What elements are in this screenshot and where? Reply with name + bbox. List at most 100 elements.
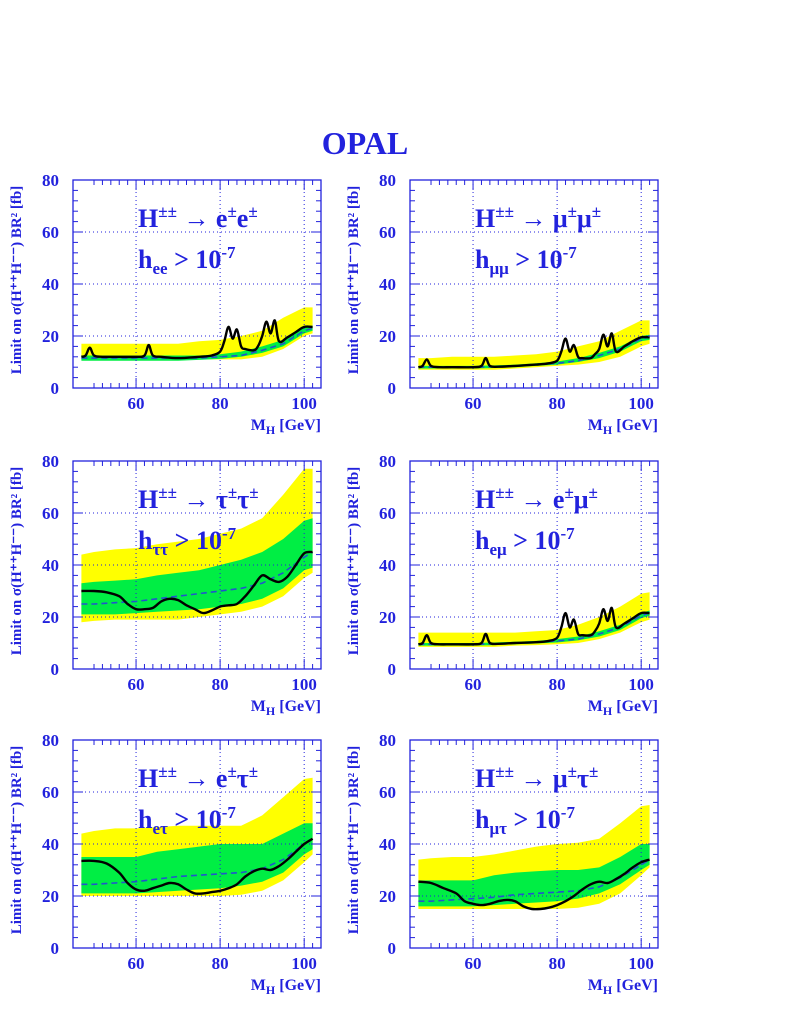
y-tick-label: 20 — [379, 608, 396, 627]
y-tick-label: 80 — [42, 731, 59, 750]
coupling-label: hμτ > 10-7 — [475, 803, 575, 838]
band-1sigma — [418, 610, 650, 646]
observed-limit-line — [418, 332, 650, 369]
band-1sigma — [81, 518, 313, 615]
y-tick-label: 0 — [51, 379, 60, 398]
y-axis-title: Limit on σ(H⁺⁺H⁻⁻) BR² [fb] — [9, 746, 25, 935]
coupling-label: heμ > 10-7 — [475, 524, 575, 559]
x-axis-title: MH [GeV] — [251, 977, 321, 997]
y-axis-title: Limit on σ(H⁺⁺H⁻⁻) BR² [fb] — [9, 186, 25, 375]
observed-limit-line — [81, 550, 313, 615]
y-tick-label: 80 — [379, 731, 396, 750]
y-tick-label: 20 — [42, 327, 59, 346]
expected-limit-line — [81, 551, 314, 605]
y-tick-label: 60 — [42, 223, 59, 242]
y-axis-title: Limit on σ(H⁺⁺H⁻⁻) BR² [fb] — [346, 746, 362, 935]
decay-label: H±± → e±μ± — [475, 483, 598, 514]
x-tick-label: 80 — [212, 954, 229, 973]
y-tick-label: 20 — [42, 608, 59, 627]
y-tick-label: 0 — [388, 939, 397, 958]
y-axis-title: Limit on σ(H⁺⁺H⁻⁻) BR² [fb] — [346, 186, 362, 375]
y-tick-label: 60 — [379, 504, 396, 523]
y-tick-label: 0 — [51, 660, 60, 679]
y-tick-label: 60 — [379, 783, 396, 802]
y-tick-label: 20 — [379, 327, 396, 346]
panel-ee: 60 80 100 0 20 40 60 80 MH [GeV] Limit on σ(H⁺⁺H⁻… — [9, 171, 322, 437]
x-tick-label: 100 — [291, 394, 317, 413]
y-tick-label: 0 — [388, 379, 397, 398]
decay-label: H±± → e±e± — [138, 202, 258, 233]
y-tick-label: 40 — [42, 835, 59, 854]
x-axis-title: MH [GeV] — [588, 698, 658, 718]
decay-label: H±± → τ±τ± — [138, 483, 259, 514]
panel-tautau: 60 80 100 0 20 40 60 80 MH [GeV] Limit on σ(H⁺⁺H⁻… — [9, 452, 322, 718]
y-tick-label: 40 — [379, 835, 396, 854]
x-tick-label: 80 — [549, 675, 566, 694]
panel-mumu: 60 80 100 0 20 40 60 80 MH [GeV] Limit on σ(H⁺⁺H⁻… — [346, 171, 659, 437]
y-tick-label: 0 — [388, 660, 397, 679]
x-axis-title: MH [GeV] — [588, 417, 658, 437]
y-tick-label: 20 — [379, 887, 396, 906]
band-2sigma — [81, 307, 313, 360]
y-tick-label: 60 — [379, 223, 396, 242]
y-tick-label: 0 — [51, 939, 60, 958]
x-tick-label: 100 — [628, 675, 654, 694]
y-tick-label: 80 — [42, 452, 59, 471]
x-tick-label: 60 — [465, 394, 482, 413]
y-tick-label: 20 — [42, 887, 59, 906]
y-tick-label: 80 — [379, 452, 396, 471]
decay-label: H±± → μ±τ± — [475, 762, 598, 793]
plot-area — [73, 740, 321, 948]
y-tick-label: 40 — [42, 556, 59, 575]
x-tick-label: 80 — [212, 394, 229, 413]
x-tick-label: 100 — [628, 954, 654, 973]
y-axis-title: Limit on σ(H⁺⁺H⁻⁻) BR² [fb] — [346, 467, 362, 656]
observed-limit-line — [418, 606, 650, 646]
x-axis-title: MH [GeV] — [251, 417, 321, 437]
x-axis-title: MH [GeV] — [588, 977, 658, 997]
plot-area — [410, 740, 658, 948]
plot-area — [73, 461, 321, 669]
coupling-label: hττ > 10-7 — [138, 524, 237, 559]
x-tick-label: 60 — [465, 954, 482, 973]
x-tick-label: 60 — [128, 394, 145, 413]
y-axis-title: Limit on σ(H⁺⁺H⁻⁻) BR² [fb] — [9, 467, 25, 656]
y-tick-label: 60 — [42, 783, 59, 802]
coupling-label: hee > 10-7 — [138, 243, 236, 278]
x-tick-label: 60 — [128, 675, 145, 694]
x-tick-label: 60 — [465, 675, 482, 694]
coupling-label: heτ > 10-7 — [138, 803, 236, 838]
y-tick-label: 60 — [42, 504, 59, 523]
y-tick-label: 80 — [42, 171, 59, 190]
observed-limit-line — [81, 837, 314, 895]
y-tick-label: 40 — [379, 275, 396, 294]
panel-etau: 60 80 100 0 20 40 60 80 MH [GeV] Limit on σ(H⁺⁺H⁻… — [9, 731, 322, 997]
figure-title: OPAL — [322, 125, 409, 161]
expected-limit-line — [81, 327, 313, 359]
x-axis-title: MH [GeV] — [251, 698, 321, 718]
coupling-label: hμμ > 10-7 — [475, 243, 577, 278]
panel-emu: 60 80 100 0 20 40 60 80 MH [GeV] Limit on σ(H⁺⁺H⁻… — [346, 452, 659, 718]
y-tick-label: 80 — [379, 171, 396, 190]
observed-limit-line — [81, 319, 313, 360]
x-tick-label: 80 — [549, 394, 566, 413]
y-tick-label: 40 — [379, 556, 396, 575]
x-tick-label: 80 — [212, 675, 229, 694]
band-1sigma — [418, 844, 650, 907]
x-tick-label: 100 — [628, 394, 654, 413]
expected-limit-line — [81, 838, 314, 886]
x-tick-label: 100 — [291, 675, 317, 694]
y-tick-label: 40 — [42, 275, 59, 294]
plot-area — [73, 180, 321, 388]
x-tick-label: 100 — [291, 954, 317, 973]
band-1sigma — [81, 823, 313, 894]
panel-mutau: 60 80 100 0 20 40 60 80 MH [GeV] Limit on σ(H⁺⁺H⁻… — [346, 731, 659, 997]
plot-area — [410, 180, 658, 388]
observed-limit-line — [418, 858, 650, 911]
x-tick-label: 60 — [128, 954, 145, 973]
x-tick-label: 80 — [549, 954, 566, 973]
decay-label: H±± → μ±μ± — [475, 202, 601, 233]
decay-label: H±± → e±τ± — [138, 762, 258, 793]
plot-area — [410, 461, 658, 669]
